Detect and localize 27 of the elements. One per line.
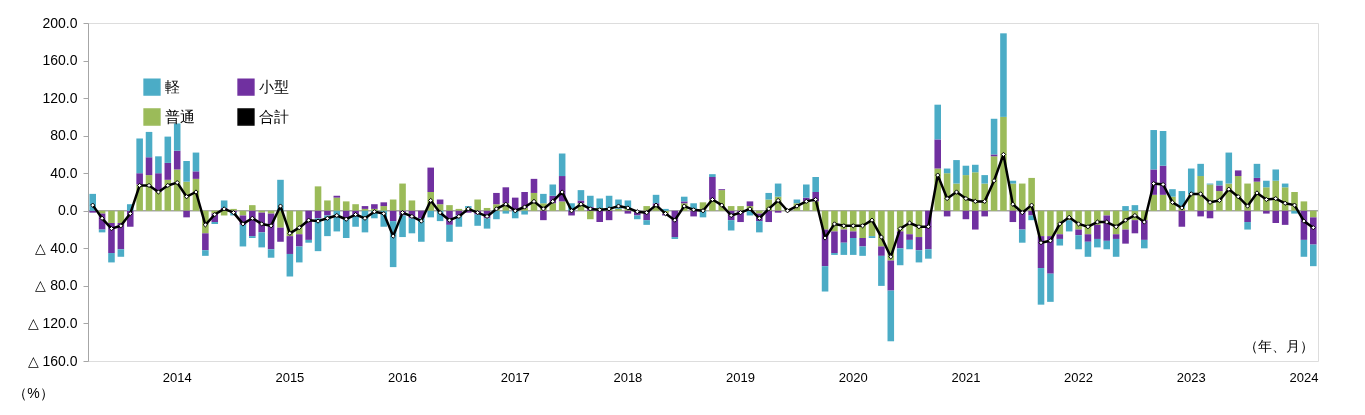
x-tick-label: 2014 xyxy=(162,369,192,385)
y-tick-label: △ 80.0 xyxy=(35,277,78,294)
x-tick-label: 2022 xyxy=(1064,369,1094,385)
y-tick-label: 200.0 xyxy=(42,14,78,31)
x-tick-label: 2015 xyxy=(275,369,305,385)
x-tick-label: 2023 xyxy=(1176,369,1206,385)
y-tick-label: 40.0 xyxy=(50,164,78,181)
y-tick-label: 120.0 xyxy=(42,89,78,106)
legend-label: 軽 xyxy=(165,78,180,96)
y-tick-label: △ 120.0 xyxy=(27,314,78,331)
legend-label: 小型 xyxy=(259,78,289,96)
x-axis-title: （年、月） xyxy=(1243,337,1314,354)
x-tick-label: 2024 xyxy=(1289,369,1319,385)
legend-label: 普通 xyxy=(165,108,195,125)
y-axis-title: （%） xyxy=(13,384,54,401)
x-tick-label: 2021 xyxy=(951,369,981,385)
x-tick-label: 2018 xyxy=(613,369,643,385)
legend-label: 合計 xyxy=(259,108,289,125)
x-tick-label: 2017 xyxy=(500,369,530,385)
y-tick-label: △ 40.0 xyxy=(35,239,78,256)
x-tick-label: 2016 xyxy=(388,369,417,385)
y-tick-label: 160.0 xyxy=(42,52,78,69)
y-tick-label: 80.0 xyxy=(50,127,78,144)
x-tick-label: 2019 xyxy=(726,369,756,385)
x-tick-label: 2020 xyxy=(838,369,868,385)
y-tick-label: △ 160.0 xyxy=(27,352,78,369)
y-tick-label: 0.0 xyxy=(58,202,78,219)
